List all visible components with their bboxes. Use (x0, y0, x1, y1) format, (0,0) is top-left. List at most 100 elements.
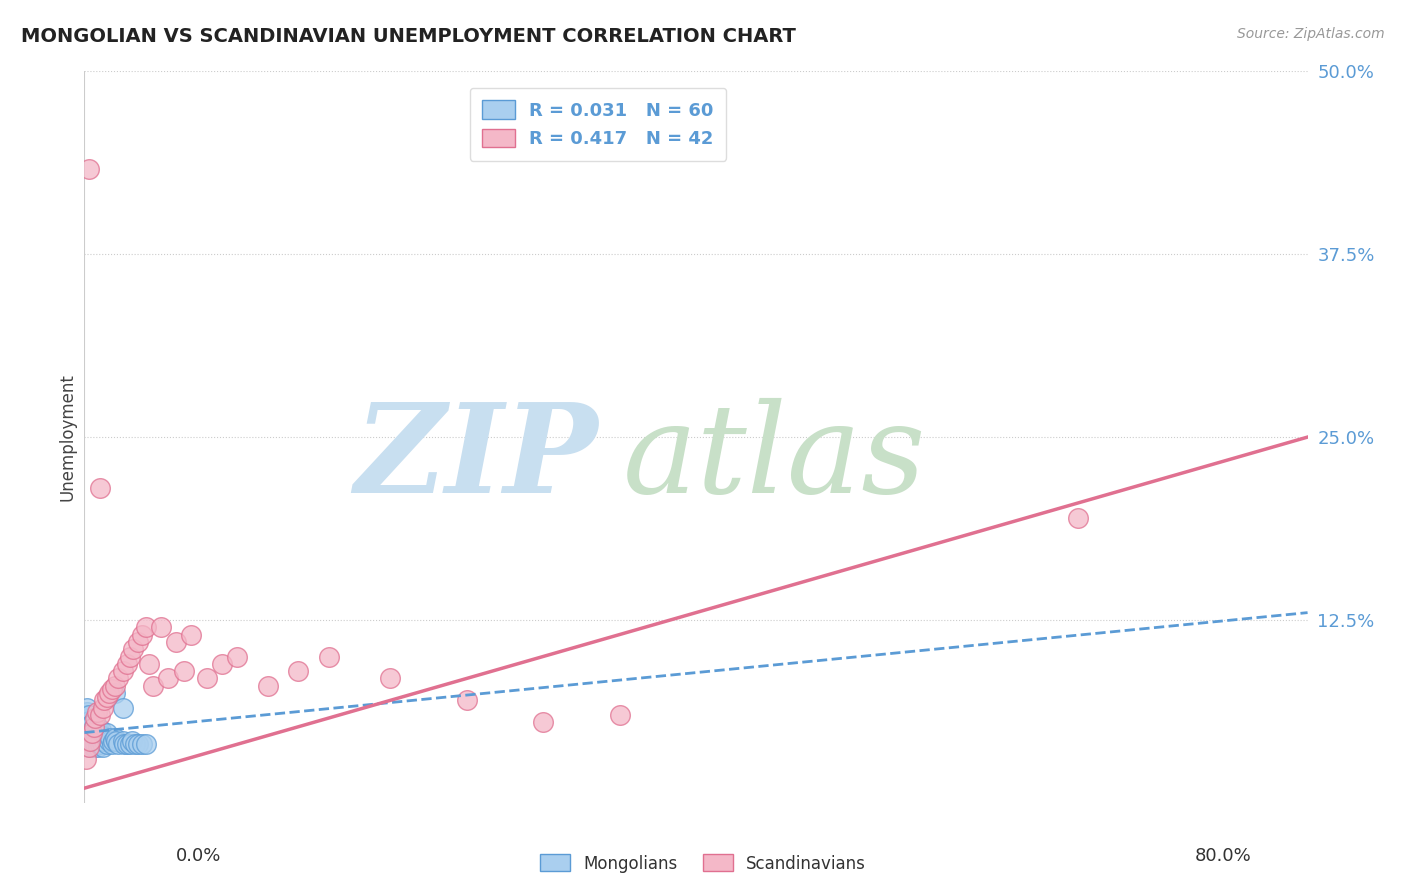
Point (127, 635, 149, 649)
Point (86, 734, 108, 748)
Point (87, 730, 110, 744)
Point (122, 642, 145, 657)
Point (115, 737, 138, 751)
Point (90, 734, 112, 748)
Point (91, 700, 114, 714)
Legend: R = 0.031   N = 60, R = 0.417   N = 42: R = 0.031 N = 60, R = 0.417 N = 42 (470, 87, 727, 161)
Point (75, 752, 97, 766)
Point (84, 711, 107, 725)
Point (80, 727, 103, 741)
Point (76, 737, 98, 751)
Point (124, 737, 146, 751)
Point (157, 672, 180, 686)
Point (76, 720, 98, 734)
Text: 80.0%: 80.0% (1195, 847, 1251, 865)
Point (103, 734, 125, 748)
Point (83, 720, 105, 734)
Text: atlas: atlas (623, 398, 927, 520)
Point (120, 649, 142, 664)
Point (75, 730, 97, 744)
Point (226, 649, 249, 664)
Point (84, 725, 107, 739)
Point (77, 740, 100, 755)
Text: Source: ZipAtlas.com: Source: ZipAtlas.com (1237, 27, 1385, 41)
Point (531, 715, 554, 730)
Point (75, 723, 97, 737)
Point (318, 649, 340, 664)
Point (142, 679, 165, 693)
Point (76, 705, 98, 719)
Point (96, 725, 118, 739)
Point (111, 734, 134, 748)
Point (76, 725, 98, 739)
Point (83, 720, 105, 734)
Point (165, 635, 187, 649)
Point (380, 672, 402, 686)
Legend: Mongolians, Scandinavians: Mongolians, Scandinavians (533, 847, 873, 880)
Point (111, 700, 134, 714)
Point (77, 162, 100, 177)
Point (93, 693, 115, 707)
Point (112, 737, 135, 751)
Point (131, 737, 153, 751)
Point (77, 708, 100, 723)
Point (135, 737, 157, 751)
Point (77, 723, 100, 737)
Point (76, 700, 98, 714)
Text: MONGOLIAN VS SCANDINAVIAN UNEMPLOYMENT CORRELATION CHART: MONGOLIAN VS SCANDINAVIAN UNEMPLOYMENT C… (21, 27, 796, 45)
Point (79, 734, 101, 748)
Point (83, 740, 105, 755)
Point (89, 737, 111, 751)
Point (77, 740, 100, 755)
Point (456, 693, 478, 707)
Point (135, 620, 157, 634)
Point (105, 734, 128, 748)
Point (90, 723, 112, 737)
Point (79, 725, 101, 739)
Point (104, 731, 127, 746)
Point (89, 725, 111, 739)
Point (80, 716, 103, 731)
Point (91, 729, 114, 743)
Point (87, 720, 110, 734)
Point (97, 686, 120, 700)
Point (131, 627, 153, 641)
Point (94, 731, 117, 746)
Point (86, 705, 108, 719)
Point (86, 723, 108, 737)
Point (75, 708, 97, 723)
Point (75, 715, 97, 730)
Point (115, 657, 138, 671)
Point (107, 737, 129, 751)
Point (96, 737, 118, 751)
Point (80, 725, 103, 739)
Point (287, 664, 309, 678)
Point (101, 681, 124, 696)
Point (127, 737, 149, 751)
Point (120, 737, 142, 751)
Point (89, 481, 111, 495)
Point (257, 679, 280, 693)
Point (609, 708, 631, 723)
Point (107, 672, 129, 686)
Point (1067, 510, 1090, 524)
Point (87, 740, 110, 755)
Point (121, 734, 143, 748)
Point (98, 731, 121, 746)
Point (104, 686, 127, 700)
Point (79, 734, 101, 748)
Point (101, 737, 124, 751)
Point (89, 708, 111, 723)
Point (77, 714, 100, 728)
Point (104, 679, 127, 693)
Point (76, 713, 98, 727)
Text: ZIP: ZIP (354, 398, 598, 520)
Point (76, 732, 98, 747)
Point (77, 731, 100, 746)
Y-axis label: Unemployment: Unemployment (58, 373, 76, 501)
Point (83, 730, 105, 744)
Point (79, 718, 101, 732)
Point (195, 672, 218, 686)
Point (96, 690, 118, 705)
Point (111, 664, 134, 678)
